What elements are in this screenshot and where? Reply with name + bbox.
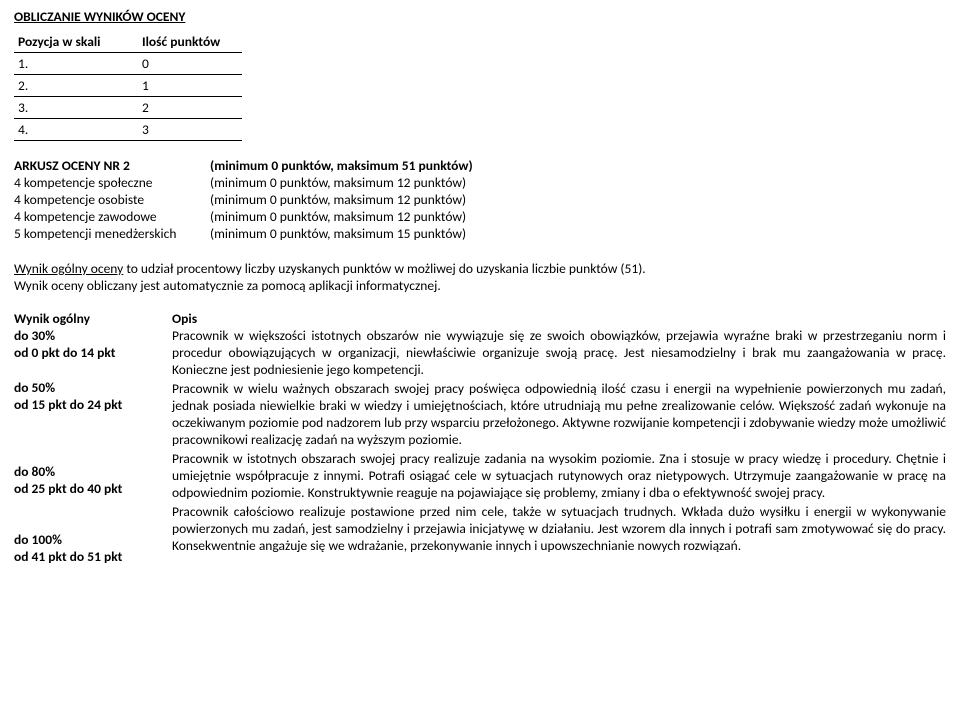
result-description: Pracownik w wielu ważnych obszarach swoj… xyxy=(172,380,946,448)
table-row: Pozycja w skali Ilość punktów xyxy=(14,31,242,53)
col-header-position: Pozycja w skali xyxy=(14,31,138,53)
competence-label: 4 kompetencje zawodowe xyxy=(14,208,210,225)
section-title: OBLICZANIE WYNIKÓW OCENY xyxy=(14,8,946,25)
competence-range: (minimum 0 punktów, maksimum 12 punktów) xyxy=(210,174,466,191)
cell-points: 0 xyxy=(138,53,242,75)
result-points-range: od 41 pkt do 51 pkt xyxy=(14,548,172,565)
competence-label: 4 kompetencje osobiste xyxy=(14,191,210,208)
result-points-range: od 25 pkt do 40 pkt xyxy=(14,480,172,497)
sheet-row: 4 kompetencje zawodowe (minimum 0 punktó… xyxy=(14,208,946,225)
sheet-range: (minimum 0 punktów, maksimum 51 punktów) xyxy=(210,157,473,174)
results-header-range: Wynik ogólny xyxy=(14,310,172,327)
results-header-desc: Opis xyxy=(172,310,946,327)
note-rest: to udział procentowy liczby uzyskanych p… xyxy=(123,260,645,277)
competence-label: 5 kompetencji menedżerskich xyxy=(14,225,210,242)
cell-position: 1. xyxy=(14,53,138,75)
spacer xyxy=(14,413,172,461)
result-percent: do 80% xyxy=(14,463,172,480)
cell-position: 3. xyxy=(14,97,138,119)
results-table: Wynik ogólny do 30% od 0 pkt do 14 pkt d… xyxy=(14,310,946,567)
note-line: Wynik ogólny oceny to udział procentowy … xyxy=(14,260,946,277)
cell-points: 1 xyxy=(138,75,242,97)
spacer xyxy=(14,497,172,529)
note-line: Wynik oceny obliczany jest automatycznie… xyxy=(14,277,946,294)
scale-table: Pozycja w skali Ilość punktów 1. 0 2. 1 … xyxy=(14,31,242,141)
sheet-definition: ARKUSZ OCENY NR 2 (minimum 0 punktów, ma… xyxy=(14,157,946,242)
table-row: 3. 2 xyxy=(14,97,242,119)
competence-label: 4 kompetencje społeczne xyxy=(14,174,210,191)
sheet-name: ARKUSZ OCENY NR 2 xyxy=(14,157,210,174)
cell-position: 2. xyxy=(14,75,138,97)
result-percent: do 30% xyxy=(14,327,172,344)
result-note: Wynik ogólny oceny to udział procentowy … xyxy=(14,260,946,294)
cell-position: 4. xyxy=(14,119,138,141)
result-percent: do 100% xyxy=(14,531,172,548)
result-range-group: do 30% od 0 pkt do 14 pkt xyxy=(14,327,172,377)
results-col-ranges: Wynik ogólny do 30% od 0 pkt do 14 pkt d… xyxy=(14,310,172,567)
sheet-row: 5 kompetencji menedżerskich (minimum 0 p… xyxy=(14,225,946,242)
table-row: 2. 1 xyxy=(14,75,242,97)
result-range-group: do 50% od 15 pkt do 24 pkt xyxy=(14,379,172,461)
sheet-row: 4 kompetencje osobiste (minimum 0 punktó… xyxy=(14,191,946,208)
result-range-group: do 80% od 25 pkt do 40 pkt xyxy=(14,463,172,529)
table-row: 4. 3 xyxy=(14,119,242,141)
result-description: Pracownik całościowo realizuje postawion… xyxy=(172,503,946,554)
result-points-range: od 0 pkt do 14 pkt xyxy=(14,344,172,361)
result-description: Pracownik w większości istotnych obszaró… xyxy=(172,327,946,378)
table-row: 1. 0 xyxy=(14,53,242,75)
spacer xyxy=(14,361,172,377)
result-range-group: do 100% od 41 pkt do 51 pkt xyxy=(14,531,172,565)
cell-points: 2 xyxy=(138,97,242,119)
competence-range: (minimum 0 punktów, maksimum 15 punktów) xyxy=(210,225,466,242)
result-points-range: od 15 pkt do 24 pkt xyxy=(14,396,172,413)
col-header-points: Ilość punktów xyxy=(138,31,242,53)
sheet-row: ARKUSZ OCENY NR 2 (minimum 0 punktów, ma… xyxy=(14,157,946,174)
result-description: Pracownik w istotnych obszarach swojej p… xyxy=(172,450,946,501)
results-col-desc: Opis Pracownik w większości istotnych ob… xyxy=(172,310,946,567)
document-page: OBLICZANIE WYNIKÓW OCENY Pozycja w skali… xyxy=(0,0,960,587)
sheet-row: 4 kompetencje społeczne (minimum 0 punkt… xyxy=(14,174,946,191)
result-percent: do 50% xyxy=(14,379,172,396)
cell-points: 3 xyxy=(138,119,242,141)
competence-range: (minimum 0 punktów, maksimum 12 punktów) xyxy=(210,191,466,208)
note-underlined: Wynik ogólny oceny xyxy=(14,260,123,277)
competence-range: (minimum 0 punktów, maksimum 12 punktów) xyxy=(210,208,466,225)
